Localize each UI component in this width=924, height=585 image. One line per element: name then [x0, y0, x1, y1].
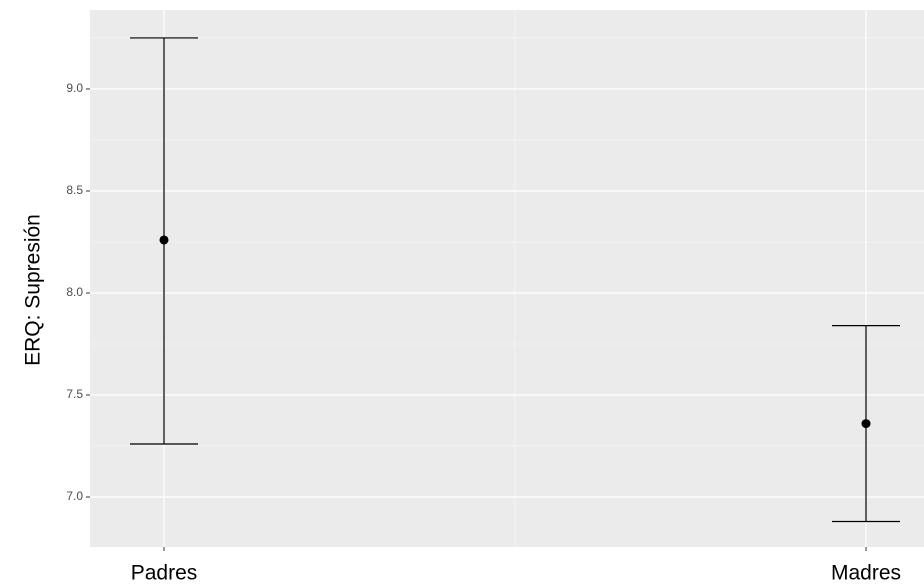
- point: [861, 419, 871, 429]
- point: [159, 235, 169, 245]
- y-tick-label: 7.5: [66, 387, 83, 401]
- y-tick-label: 9.0: [66, 81, 83, 95]
- x-tick-label: Madres: [831, 562, 901, 585]
- y-axis-label: ERQ: Supresión: [22, 214, 45, 366]
- y-tick-label: 8.0: [66, 285, 83, 299]
- x-tick-label: Padres: [131, 562, 198, 585]
- y-tick-label: 7.0: [66, 489, 83, 503]
- panel: [90, 10, 924, 547]
- y-tick-label: 8.5: [66, 183, 83, 197]
